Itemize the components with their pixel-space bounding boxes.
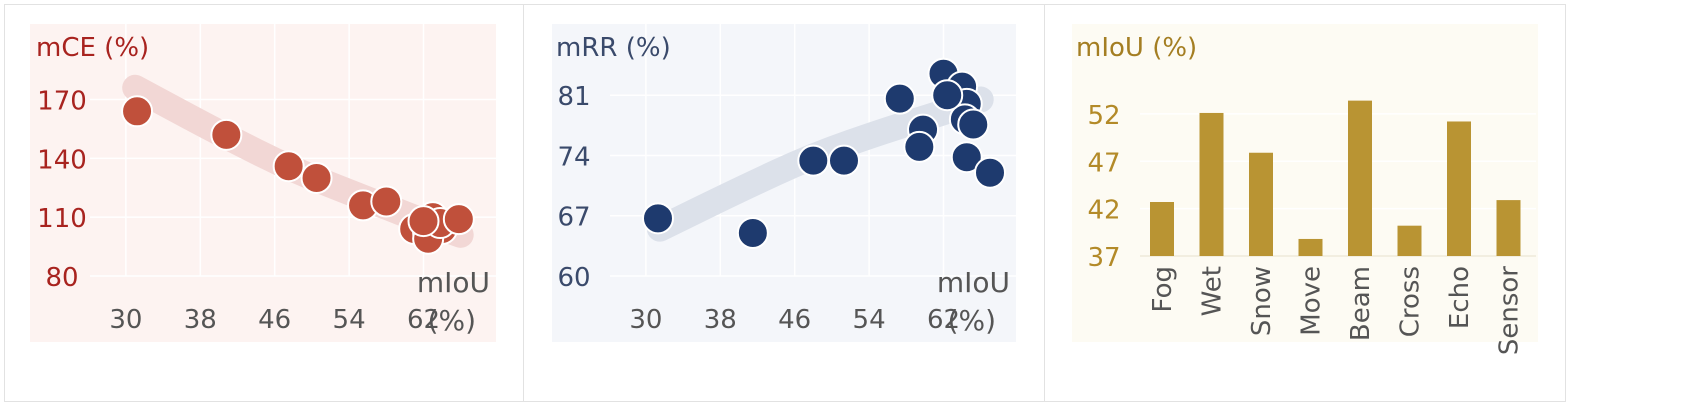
y-tick-label: 80 <box>45 263 78 293</box>
scatter-point <box>272 150 305 183</box>
mce-y-axis-label: mCE (%) <box>36 33 149 63</box>
y-tick-label: 42 <box>1087 196 1120 226</box>
mrr-x-axis-unit: (%) <box>948 304 996 337</box>
x-tick-label: Cross <box>1396 266 1426 337</box>
scatter-point <box>407 205 440 238</box>
x-tick-label: 62 <box>407 305 440 335</box>
scatter-point <box>736 216 769 249</box>
x-tick-label: Wet <box>1198 266 1228 316</box>
x-tick-label: Snow <box>1247 266 1277 336</box>
scatter-point <box>300 161 333 194</box>
scatter-point <box>210 118 243 151</box>
x-tick-label: Sensor <box>1495 266 1525 355</box>
y-tick-label: 74 <box>557 142 590 172</box>
miou-y-axis-label: mIoU (%) <box>1076 33 1197 63</box>
x-tick-label: 62 <box>927 305 960 335</box>
x-tick-label: 30 <box>629 305 662 335</box>
y-tick-label: 67 <box>557 203 590 233</box>
x-tick-label: 38 <box>184 305 217 335</box>
mrr-y-axis-label: mRR (%) <box>556 33 671 63</box>
x-tick-label: Move <box>1297 266 1327 336</box>
bar <box>1348 100 1372 256</box>
miou-y-ticks: 37 42 47 52 <box>1087 101 1120 273</box>
x-tick-label: Fog <box>1148 266 1178 312</box>
miou-bars <box>1150 100 1521 257</box>
y-tick-label: 170 <box>37 87 87 117</box>
bar <box>1447 121 1471 256</box>
mrr-points <box>641 57 1006 249</box>
y-tick-label: 52 <box>1087 101 1120 131</box>
bar <box>1298 238 1323 256</box>
miou-x-ticks: Fog Wet Snow Move Beam Cross Echo Sensor <box>1148 266 1525 355</box>
x-tick-label: 54 <box>333 305 366 335</box>
scatter-point <box>370 185 403 218</box>
y-tick-label: 81 <box>557 82 590 112</box>
x-tick-label: 46 <box>778 305 811 335</box>
x-tick-label: 38 <box>704 305 737 335</box>
bar <box>1496 200 1521 256</box>
bar <box>1199 112 1224 257</box>
mce-y-ticks: 80 110 140 170 <box>37 87 87 293</box>
scatter-point <box>883 82 916 115</box>
bar <box>1397 225 1422 256</box>
mrr-x-ticks: 30 38 46 54 62 <box>629 305 960 335</box>
scatter-point <box>121 95 154 128</box>
y-tick-label: 37 <box>1087 243 1120 273</box>
mce-x-axis-label: mIoU <box>417 266 490 299</box>
mce-points <box>121 95 475 255</box>
scatter-point <box>950 141 983 174</box>
y-tick-label: 47 <box>1087 148 1120 178</box>
scatter-point <box>442 203 475 236</box>
mrr-x-axis-label: mIoU <box>937 266 1010 299</box>
mce-x-ticks: 30 38 46 54 62 <box>109 305 440 335</box>
y-tick-label: 140 <box>37 145 87 175</box>
mrr-y-ticks: 60 67 74 81 <box>557 82 590 293</box>
x-tick-label: 30 <box>109 305 142 335</box>
scatter-point <box>974 156 1006 189</box>
bar <box>1249 152 1273 256</box>
x-tick-label: 54 <box>853 305 886 335</box>
bar <box>1150 202 1174 256</box>
mce-plot-background <box>30 24 496 342</box>
scatter-point <box>903 130 936 163</box>
y-tick-label: 60 <box>557 263 590 293</box>
mce-x-axis-unit: (%) <box>428 304 476 337</box>
x-tick-label: 46 <box>258 305 291 335</box>
y-tick-label: 110 <box>37 204 87 234</box>
scatter-point <box>957 108 990 141</box>
scatter-point <box>827 144 860 177</box>
x-tick-label: Echo <box>1445 266 1475 329</box>
scatter-point <box>641 202 674 235</box>
scatter-point <box>931 79 964 112</box>
x-tick-label: Beam <box>1346 266 1376 341</box>
